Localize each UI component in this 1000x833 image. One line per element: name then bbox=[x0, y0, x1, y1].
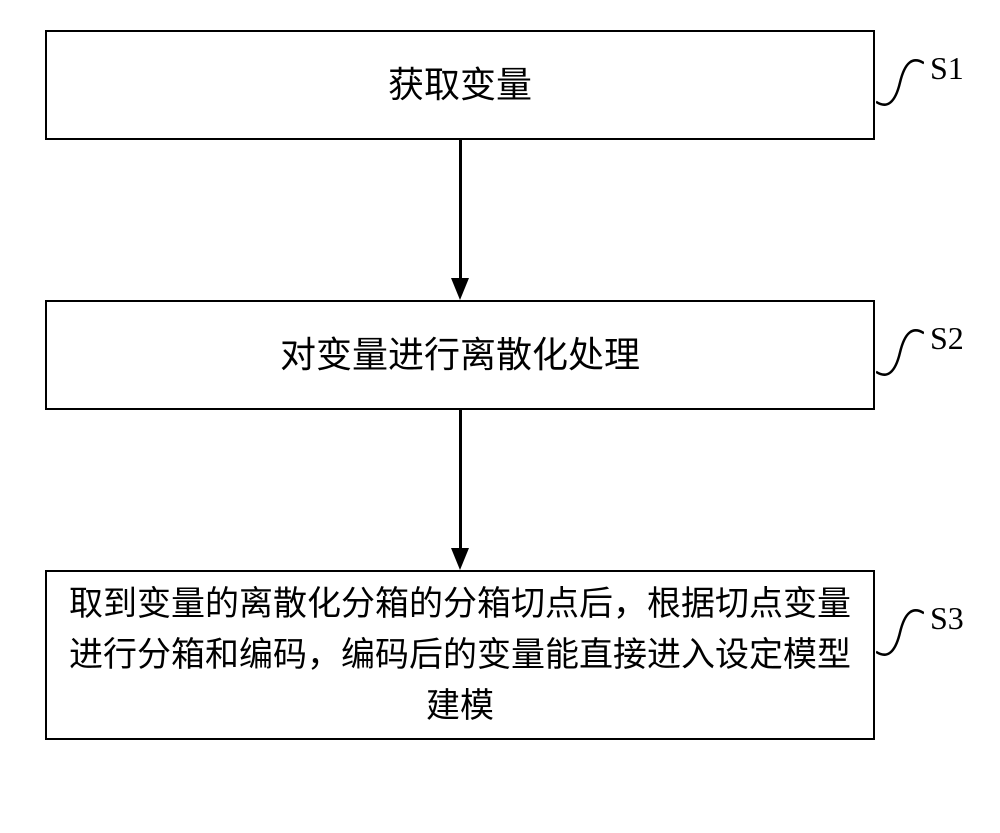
step-label-s2: S2 bbox=[930, 320, 964, 357]
step-text-s1: 获取变量 bbox=[378, 58, 542, 112]
step-label-s1: S1 bbox=[930, 50, 964, 87]
brace-s2 bbox=[876, 325, 924, 380]
step-text-s2: 对变量进行离散化处理 bbox=[270, 328, 650, 382]
arrow-s2-s3-head bbox=[451, 548, 469, 570]
step-box-s2: 对变量进行离散化处理 bbox=[45, 300, 875, 410]
arrow-s2-s3-line bbox=[459, 410, 462, 548]
step-text-s3: 取到变量的离散化分箱的分箱切点后，根据切点变量进行分箱和编码，编码后的变量能直接… bbox=[47, 579, 873, 732]
brace-s1 bbox=[876, 55, 924, 110]
flowchart-canvas: 获取变量 S1 对变量进行离散化处理 S2 取到变量的离散化分箱的分箱切点后，根… bbox=[0, 0, 1000, 833]
step-label-s3: S3 bbox=[930, 600, 964, 637]
step-box-s3: 取到变量的离散化分箱的分箱切点后，根据切点变量进行分箱和编码，编码后的变量能直接… bbox=[45, 570, 875, 740]
arrow-s1-s2-line bbox=[459, 140, 462, 278]
brace-s3 bbox=[876, 605, 924, 660]
step-box-s1: 获取变量 bbox=[45, 30, 875, 140]
arrow-s1-s2-head bbox=[451, 278, 469, 300]
